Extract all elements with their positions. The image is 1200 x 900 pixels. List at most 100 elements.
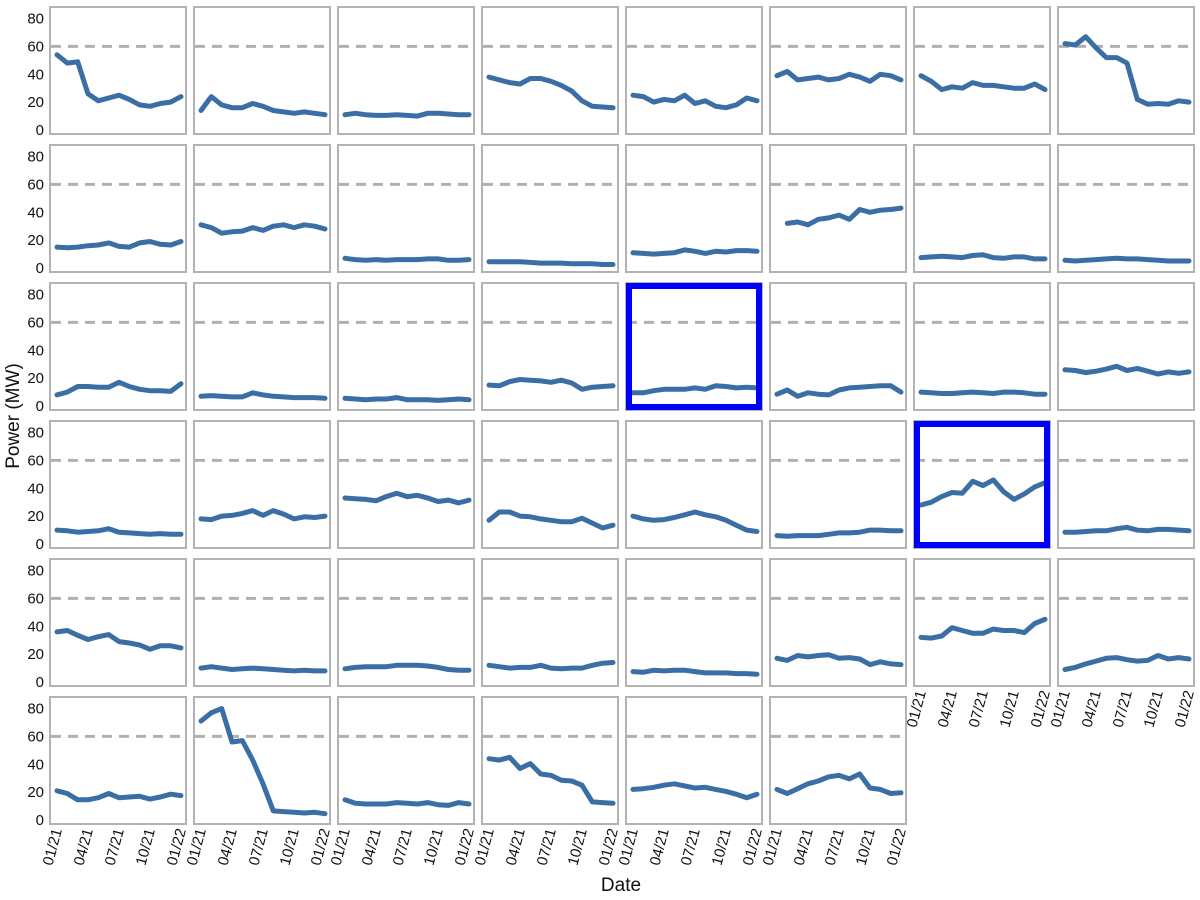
series-line: [630, 667, 760, 677]
series-line: [1062, 34, 1192, 107]
series-line: [1062, 363, 1192, 377]
x-tick-label: 10/21: [1141, 689, 1167, 730]
series-line: [342, 662, 472, 673]
panel-border: [193, 144, 331, 273]
panel-border: [481, 144, 619, 273]
series-line: [630, 383, 760, 396]
y-tick-label: 20: [27, 94, 44, 111]
y-tick-label: 60: [27, 590, 44, 607]
x-tick-label: 10/21: [421, 827, 447, 868]
panel-26: [193, 420, 331, 549]
panel-border: [1057, 282, 1195, 411]
series-line: [342, 255, 472, 263]
panel-33: 0 20 40 60 80: [27, 558, 187, 691]
panel-37: [625, 558, 763, 687]
panel-border: [193, 420, 331, 549]
y-tick-label: 40: [27, 618, 44, 635]
panel-border: [337, 144, 475, 273]
series-line: [486, 74, 616, 111]
highlight-frame: [914, 421, 1050, 548]
panel-36: [481, 558, 619, 687]
y-tick-label: 40: [27, 480, 44, 497]
x-tick-label: 10/21: [709, 827, 735, 868]
y-tick-label: 80: [27, 287, 44, 304]
y-tick-label: 60: [27, 176, 44, 193]
series-line: [54, 526, 184, 537]
series-line: [918, 616, 1048, 641]
panel-34: [193, 558, 331, 687]
x-tick-label: 07/21: [678, 827, 704, 868]
panel-42: 01/21 04/21 07/21 10/21 01/22: [184, 696, 334, 868]
panel-border: [769, 420, 907, 549]
panel-27: [337, 420, 475, 549]
panels-layer: 0 20 40 60 80 0 20 40 60 80 0 20 40 60 80 0 20 40 60 80 0 20 4…: [27, 6, 1198, 868]
series-line: [774, 69, 904, 84]
x-tick-label: 10/21: [277, 827, 303, 868]
x-tick-label: 07/21: [390, 827, 416, 868]
series-line: [774, 527, 904, 539]
panel-border: [769, 6, 907, 135]
y-tick-label: 0: [36, 812, 44, 829]
panel-14: [769, 144, 907, 273]
series-line: [918, 389, 1048, 397]
panel-13: [625, 144, 763, 273]
series-line: [1062, 255, 1192, 264]
y-tick-label: 80: [27, 149, 44, 166]
y-axis-title: Power (MW): [3, 363, 24, 469]
y-tick-label: 20: [27, 232, 44, 249]
y-tick-label: 0: [36, 536, 44, 553]
y-tick-label: 0: [36, 674, 44, 691]
panel-border: [1057, 144, 1195, 273]
panel-17: 0 20 40 60 80: [27, 282, 187, 415]
panel-8: [1057, 6, 1195, 135]
panel-12: [481, 144, 619, 273]
panel-7: [913, 6, 1051, 135]
panel-border: [193, 6, 331, 135]
x-tick-label: 04/21: [791, 827, 817, 868]
panel-5: [625, 6, 763, 135]
panel-6: [769, 6, 907, 135]
series-line: [198, 222, 328, 236]
series-line: [198, 94, 328, 118]
panel-border: [625, 696, 763, 825]
x-tick-label: 10/21: [853, 827, 879, 868]
series-line: [342, 797, 472, 808]
panel-border: [49, 696, 187, 825]
y-tick-label: 20: [27, 370, 44, 387]
panel-border: [769, 558, 907, 687]
panel-30: [769, 420, 907, 549]
panel-border: [769, 282, 907, 411]
panel-border: [337, 282, 475, 411]
panel-border: [769, 144, 907, 273]
panel-border: [913, 144, 1051, 273]
panel-border: [337, 420, 475, 549]
panel-15: [913, 144, 1051, 273]
x-tick-label: 07/21: [822, 827, 848, 868]
panel-border: [481, 6, 619, 135]
y-tick-label: 80: [27, 701, 44, 718]
panel-border: [337, 558, 475, 687]
panel-44: 01/21 04/21 07/21 10/21 01/22: [472, 696, 622, 867]
panel-border: [913, 558, 1051, 687]
panel-border: [193, 696, 331, 825]
y-tick-label: 80: [27, 563, 44, 580]
x-tick-label: 04/21: [647, 827, 673, 868]
panel-border: [49, 558, 187, 687]
panel-border: [625, 6, 763, 135]
y-tick-label: 0: [36, 398, 44, 415]
x-tick-label: 01/22: [1172, 689, 1198, 730]
panel-40: 01/21 04/21 07/21 10/21 01/22: [1048, 558, 1198, 730]
series-line: [774, 652, 904, 668]
panel-23: [913, 282, 1051, 411]
panel-20: [481, 282, 619, 411]
x-tick-label: 10/21: [133, 827, 159, 868]
y-tick-label: 40: [27, 342, 44, 359]
series-line: [918, 252, 1048, 262]
y-tick-label: 60: [27, 452, 44, 469]
series-line: [198, 664, 328, 674]
panel-border: [625, 420, 763, 549]
panel-border: [481, 696, 619, 825]
panel-border: [625, 144, 763, 273]
series-line: [774, 771, 904, 796]
x-tick-label: 01/21: [40, 827, 66, 868]
